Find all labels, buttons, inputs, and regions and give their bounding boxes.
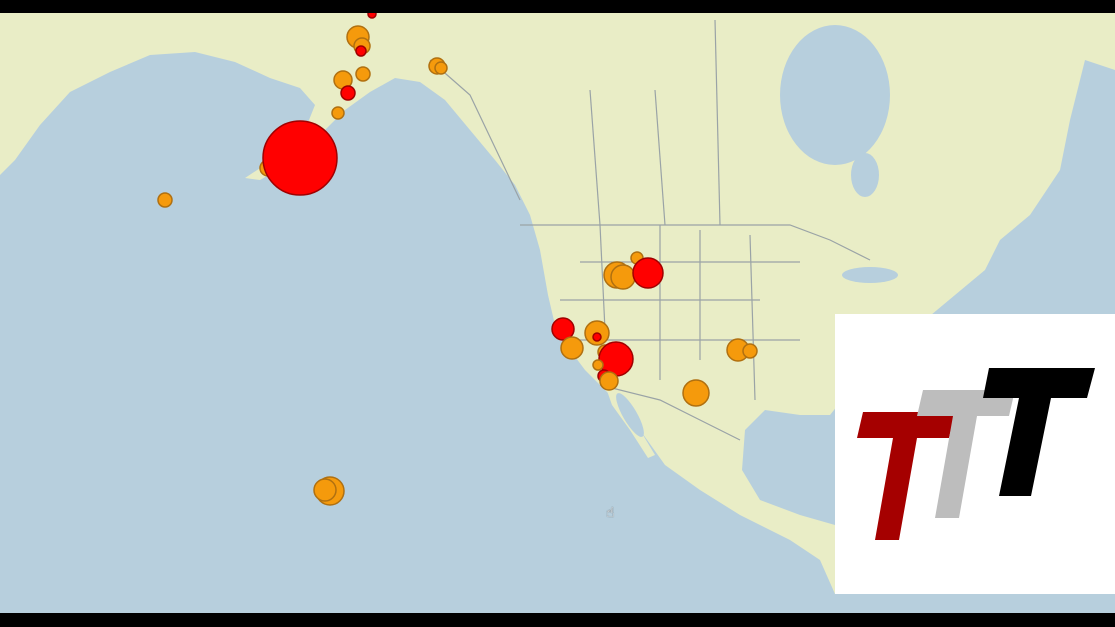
earthquake-map[interactable]: [0, 13, 1115, 613]
hand-cursor-icon: ☝: [606, 505, 615, 521]
earthquake-marker-major[interactable]: [355, 45, 367, 57]
earthquake-marker-major[interactable]: [592, 332, 602, 342]
earthquake-marker-minor[interactable]: [610, 264, 636, 290]
earthquake-marker-minor[interactable]: [742, 343, 758, 359]
james-bay: [851, 153, 879, 197]
earthquake-marker-minor[interactable]: [682, 379, 710, 407]
earthquake-marker-minor[interactable]: [313, 478, 337, 502]
earthquake-marker-major[interactable]: [262, 120, 338, 196]
earthquake-marker-minor[interactable]: [434, 61, 448, 75]
earthquake-marker-minor[interactable]: [560, 336, 584, 360]
earthquake-markers: [157, 13, 758, 506]
earthquake-marker-minor[interactable]: [592, 359, 604, 371]
border-line: [714, 19, 721, 226]
earthquake-marker-major[interactable]: [551, 317, 575, 341]
earthquake-marker-minor[interactable]: [599, 371, 619, 391]
logo-t-gray: [917, 390, 1015, 518]
earthquake-marker-minor[interactable]: [157, 192, 173, 208]
border-line: [589, 89, 601, 226]
earthquake-marker-minor[interactable]: [355, 66, 371, 82]
hudson-bay: [780, 25, 890, 165]
border-line: [654, 89, 666, 226]
earthquake-marker-major[interactable]: [340, 85, 356, 101]
earthquake-marker-minor[interactable]: [331, 106, 345, 120]
ttt-logo: [835, 314, 1115, 594]
border-line: [599, 224, 606, 331]
great-lakes: [842, 267, 898, 283]
logo-t-black: [983, 368, 1095, 496]
gulf-of-california: [616, 393, 644, 437]
earthquake-marker-major[interactable]: [367, 13, 377, 19]
borders: [429, 19, 871, 441]
border-line: [599, 384, 741, 441]
border-line: [520, 224, 871, 261]
logo-t-red: [857, 412, 955, 540]
earthquake-marker-major[interactable]: [632, 257, 664, 289]
border-line: [749, 234, 756, 401]
